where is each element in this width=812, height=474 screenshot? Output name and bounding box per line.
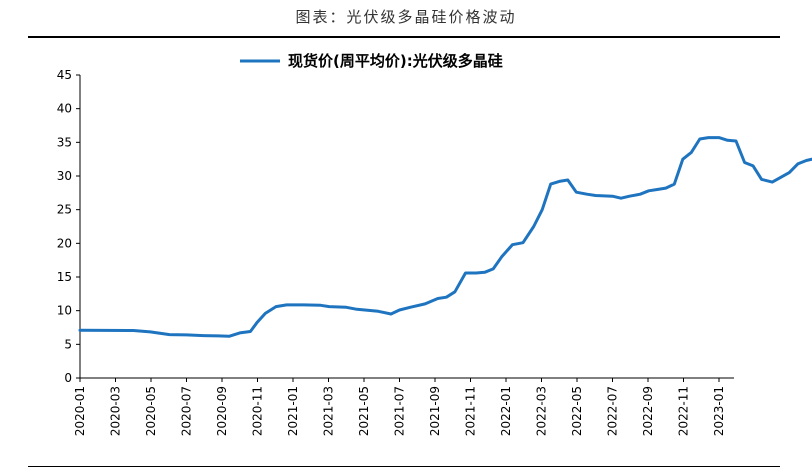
x-tick-label: 2020-07 (180, 386, 194, 436)
x-tick-label: 2020-11 (251, 386, 265, 436)
y-tick-label: 30 (57, 169, 72, 183)
x-tick-label: 2020-01 (73, 386, 87, 436)
y-tick-label: 0 (64, 371, 72, 385)
x-tick-label: 2021-07 (393, 386, 407, 436)
x-tick-label: 2022-03 (535, 386, 549, 436)
y-tick-label: 35 (57, 135, 72, 149)
legend-label: 现货价(周平均价):光伏级多晶硅 (288, 52, 503, 70)
y-tick-label: 10 (57, 304, 72, 318)
x-tick-label: 2022-11 (677, 386, 691, 436)
x-tick-label: 2021-05 (357, 386, 371, 436)
bottom-rule (28, 466, 780, 467)
y-tick-label: 45 (57, 68, 72, 82)
x-tick-label: 2021-01 (286, 386, 300, 436)
figure-title: 图表：光伏级多晶硅价格波动 (295, 8, 517, 26)
x-tick-label: 2021-11 (464, 386, 478, 436)
series-line (78, 136, 812, 338)
x-tick-label: 2021-03 (322, 386, 336, 436)
x-tick-label: 2023-01 (712, 386, 726, 436)
x-tick-label: 2020-03 (109, 386, 123, 436)
x-tick-label: 2020-05 (144, 386, 158, 436)
x-tick-label: 2022-07 (606, 386, 620, 436)
y-tick-label: 40 (57, 102, 72, 116)
top-rule (28, 36, 780, 38)
y-tick-label: 20 (57, 236, 72, 250)
x-tick-label: 2021-09 (428, 386, 442, 436)
y-tick-label: 25 (57, 203, 72, 217)
y-tick-label: 5 (64, 337, 72, 351)
y-tick-label: 15 (57, 270, 72, 284)
x-tick-label: 2022-09 (641, 386, 655, 436)
x-tick-label: 2022-05 (570, 386, 584, 436)
x-tick-label: 2022-01 (499, 386, 513, 436)
x-tick-label: 2020-09 (215, 386, 229, 436)
